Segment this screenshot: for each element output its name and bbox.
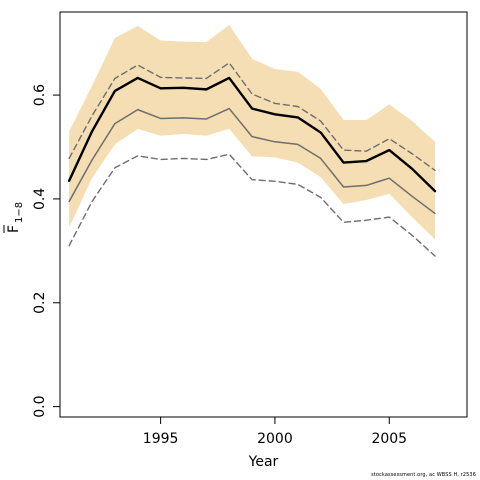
x-axis-title: Year [248,454,279,470]
estimate-line [67,76,437,193]
y-axis-title-main: F [6,225,22,233]
lower-dashed-line [68,153,436,257]
plot-frame [59,11,468,418]
y-tick-label: 0.6 [32,84,48,106]
footer-credit: stockassessment.org, ac WBSS H, r2536 [371,472,476,478]
confidence-band-area [69,24,435,240]
y-tick-label: 0.0 [32,395,48,417]
confidence-band [69,24,435,240]
x-tick-label: 1995 [143,431,179,447]
x-tick-label: 2000 [257,431,293,447]
x-axis: 1995 2000 2005 [143,417,407,447]
x-tick-label: 2005 [371,431,407,447]
series-lines [67,62,437,257]
upper-dashed-line [68,62,436,172]
gray-solid-line [68,107,436,215]
y-tick-label: 0.2 [32,292,48,314]
y-axis-title: F 1−8 [3,202,25,233]
y-axis-title-subscript: 1−8 [14,202,25,223]
y-tick-label: 0.4 [32,188,48,210]
y-axis: 0.0 0.2 0.4 0.6 [32,84,60,418]
